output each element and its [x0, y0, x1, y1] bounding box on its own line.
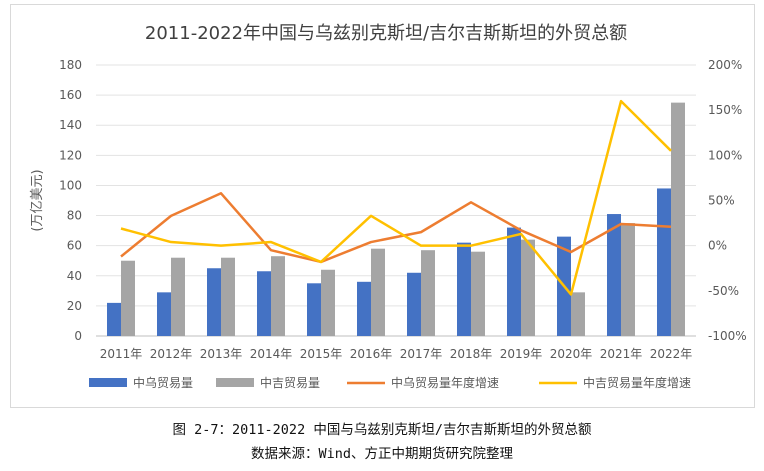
chart-area: 2011-2022年中国与乌兹别克斯坦/吉尔吉斯斯坦的外贸总额 0 20 40 60 80…: [10, 4, 755, 408]
chart-svg: 2011-2022年中国与乌兹别克斯坦/吉尔吉斯斯坦的外贸总额 0 20 40 60 80…: [30, 23, 747, 390]
chart-title: 2011-2022年中国与乌兹别克斯坦/吉尔吉斯斯坦的外贸总额: [145, 23, 627, 44]
bar-中乌贸易量: [257, 271, 271, 336]
bar-中乌贸易量: [657, 188, 671, 336]
y-tick-label: 60: [67, 239, 82, 253]
x-tick-label: 2014年: [250, 347, 293, 361]
bar-中吉贸易量: [171, 257, 185, 336]
source-caption: 数据来源：Wind、方正中期期货研究院整理: [250, 446, 513, 462]
x-tick-label: 2016年: [350, 347, 393, 361]
bar-中乌贸易量: [307, 283, 321, 336]
bar-中吉贸易量: [471, 251, 485, 336]
y-axis-label: (万亿美元): [30, 169, 45, 231]
legend-label: 中吉贸易量年度增速: [583, 375, 691, 390]
y-tick-label: 40: [67, 269, 82, 283]
bar-中吉贸易量: [321, 269, 335, 336]
line-中乌贸易量年度增速: [120, 192, 672, 264]
y2-tick-label: 50%: [708, 194, 735, 208]
y-tick-label: 160: [59, 88, 82, 102]
line-中吉贸易量年度增速: [120, 99, 672, 296]
bar-中乌贸易量: [407, 272, 421, 336]
legend-label: 中吉贸易量: [260, 375, 320, 390]
bar-中吉贸易量: [521, 239, 535, 336]
x-tick-label: 2013年: [200, 347, 243, 361]
bar-中吉贸易量: [421, 250, 435, 336]
y-tick-label: 120: [59, 148, 82, 162]
bar-中乌贸易量: [607, 214, 621, 336]
legend-label: 中乌贸易量: [133, 375, 193, 390]
bar-中吉贸易量: [571, 292, 585, 336]
bar-中吉贸易量: [671, 102, 685, 336]
figure-caption: 图 2-7：2011-2022 中国与乌兹别克斯坦/吉尔吉斯斯坦的外贸总额: [172, 422, 592, 438]
bar-中吉贸易量: [221, 257, 235, 336]
y2-tick-label: -50%: [708, 284, 739, 298]
y-tick-label: 180: [59, 58, 82, 72]
y2-tick-label: 150%: [708, 103, 742, 117]
y2-tick-label: -100%: [708, 329, 747, 343]
y2-tick-label: 100%: [708, 148, 742, 162]
legend-swatch: [89, 378, 127, 387]
bar-中乌贸易量: [207, 268, 221, 336]
x-tick-label: 2011年: [100, 347, 143, 361]
x-tick-label: 2020年: [550, 347, 593, 361]
x-tick-label: 2015年: [300, 347, 343, 361]
y2-tick-label: 0%: [708, 239, 727, 253]
x-tick-label: 2019年: [500, 347, 543, 361]
x-tick-label: 2012年: [150, 347, 193, 361]
bar-中吉贸易量: [271, 256, 285, 336]
y-tick-label: 100: [59, 178, 82, 192]
y-tick-label: 80: [67, 209, 82, 223]
x-tick-label: 2017年: [400, 347, 443, 361]
bar-中吉贸易量: [121, 260, 135, 336]
y-tick-label: 20: [67, 299, 82, 313]
bar-中吉贸易量: [621, 223, 635, 336]
x-tick-label: 2022年: [650, 347, 693, 361]
y-tick-label: 0: [74, 329, 82, 343]
bar-中乌贸易量: [107, 302, 121, 336]
x-tick-label: 2021年: [600, 347, 643, 361]
y2-tick-label: 200%: [708, 58, 742, 72]
bar-中乌贸易量: [507, 227, 521, 336]
bar-中吉贸易量: [371, 248, 385, 336]
legend-swatch: [216, 378, 254, 387]
y-tick-label: 140: [59, 118, 82, 132]
bar-中乌贸易量: [457, 242, 471, 336]
bar-中乌贸易量: [357, 281, 371, 336]
legend-label: 中乌贸易量年度增速: [391, 375, 499, 390]
x-tick-label: 2018年: [450, 347, 493, 361]
bar-中乌贸易量: [157, 292, 171, 336]
